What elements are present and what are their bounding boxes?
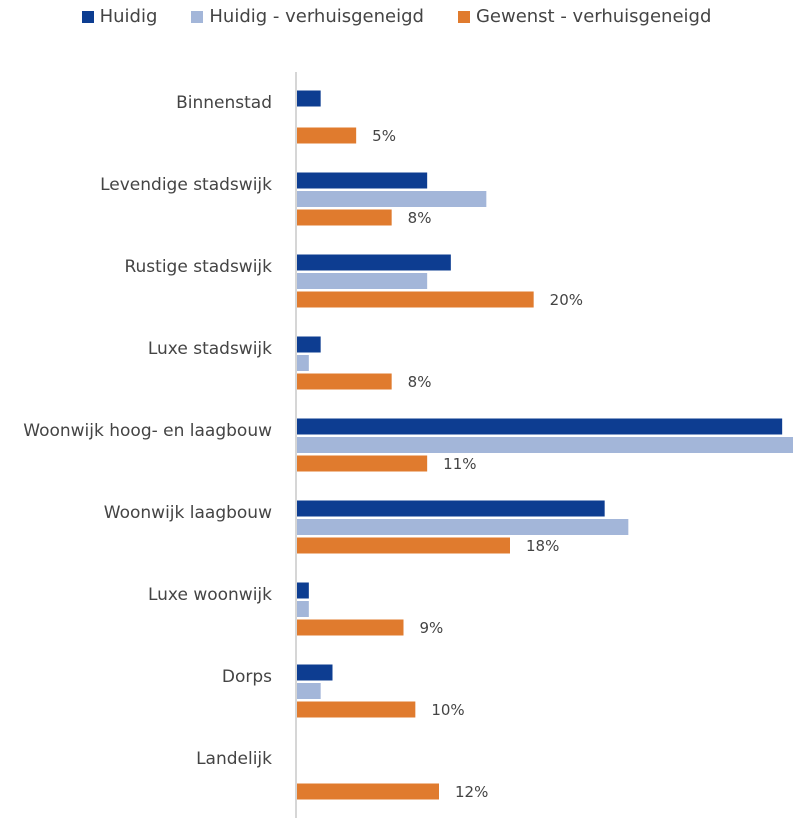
category-label: Woonwijk laagbouw (104, 503, 272, 523)
legend-label-gewenst-verhuisgeneigd: Gewenst - verhuisgeneigd (475, 6, 712, 27)
bar-gewenst-verhuisgeneigd (297, 455, 428, 472)
bar-huidig (297, 418, 783, 435)
data-label: 8% (408, 373, 432, 391)
data-label: 11% (443, 455, 476, 473)
data-label: 10% (431, 701, 464, 719)
bar-huidig-verhuisgeneigd (297, 355, 309, 371)
bar-gewenst-verhuisgeneigd (297, 619, 404, 636)
category-label: Rustige stadswijk (124, 257, 272, 277)
bar-gewenst-verhuisgeneigd (297, 127, 357, 144)
data-label: 18% (526, 537, 559, 555)
legend-swatch-gewenst-verhuisgeneigd (457, 10, 470, 23)
bar-huidig (297, 254, 451, 271)
bar-huidig (297, 500, 605, 517)
bar-huidig (297, 582, 309, 599)
bar-gewenst-verhuisgeneigd (297, 209, 392, 226)
bar-gewenst-verhuisgeneigd (297, 701, 416, 718)
category-label: Binnenstad (176, 93, 272, 113)
category-label: Landelijk (196, 749, 272, 769)
legend-item-gewenst-verhuisgeneigd: Gewenst - verhuisgeneigd (457, 6, 712, 27)
data-label: 8% (408, 209, 432, 227)
category-label: Levendige stadswijk (100, 175, 272, 195)
data-label: 12% (455, 783, 488, 801)
category-label: Luxe woonwijk (148, 585, 272, 605)
bar-huidig-verhuisgeneigd (297, 519, 629, 535)
bar-huidig-verhuisgeneigd (297, 191, 487, 207)
bar-huidig-verhuisgeneigd (297, 437, 793, 453)
bar-huidig (297, 172, 428, 189)
bar-huidig (297, 90, 321, 107)
bar-gewenst-verhuisgeneigd (297, 537, 510, 554)
bar-gewenst-verhuisgeneigd (297, 291, 534, 308)
bar-huidig-verhuisgeneigd (297, 601, 309, 617)
data-label: 9% (420, 619, 444, 637)
bar-huidig (297, 664, 333, 681)
data-label: 20% (550, 291, 583, 309)
category-label: Woonwijk hoog- en laagbouw (23, 421, 272, 441)
legend-item-huidig-verhuisgeneigd: Huidig - verhuisgeneigd (191, 6, 424, 27)
bar-huidig-verhuisgeneigd (297, 683, 321, 699)
data-label: 5% (372, 127, 396, 145)
category-label: Dorps (222, 667, 272, 687)
bar-gewenst-verhuisgeneigd (297, 373, 392, 390)
legend-label-huidig: Huidig (99, 6, 158, 27)
bar-gewenst-verhuisgeneigd (297, 783, 439, 800)
legend-swatch-huidig-verhuisgeneigd (191, 10, 204, 23)
bar-huidig-verhuisgeneigd (297, 273, 428, 289)
legend-item-huidig: Huidig (81, 6, 158, 27)
bar-huidig (297, 336, 321, 353)
category-label: Luxe stadswijk (148, 339, 272, 359)
legend: Huidig Huidig - verhuisgeneigd Gewenst -… (0, 6, 793, 27)
legend-label-huidig-verhuisgeneigd: Huidig - verhuisgeneigd (209, 6, 424, 27)
legend-swatch-huidig (81, 10, 94, 23)
